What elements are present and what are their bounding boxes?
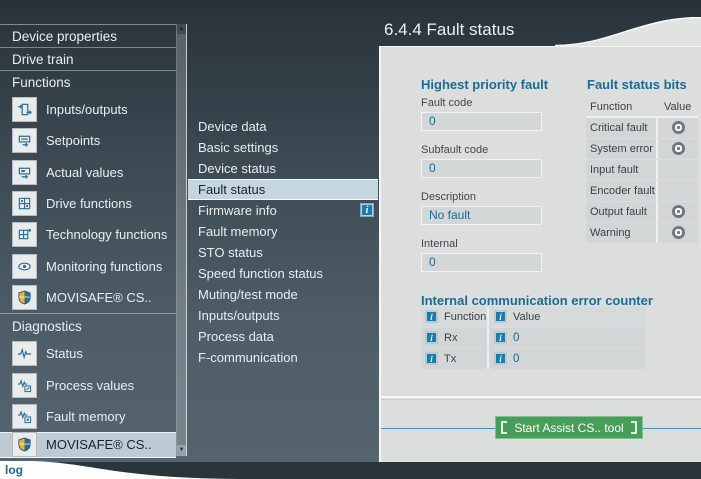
table-row: Output fault: [586, 202, 698, 222]
bottom-bar: [0, 462, 701, 479]
fault-status-bits-table: Function Value Critical fault System err…: [586, 97, 698, 244]
info-icon[interactable]: i: [494, 310, 507, 324]
tx-counter-value: 0: [513, 352, 520, 365]
sidebar-item-movisafe[interactable]: MOVISAFE® CS..: [0, 282, 176, 313]
info-icon[interactable]: i: [425, 310, 438, 324]
field-internal: Internal 0: [421, 238, 542, 272]
menu-item-device-status[interactable]: Device status: [198, 161, 277, 176]
table-row: Warning: [586, 223, 698, 243]
field-fault-code: Fault code 0: [421, 97, 542, 131]
subfault-code-value[interactable]: 0: [421, 159, 542, 178]
menu-item-f-communication[interactable]: F-communication: [198, 350, 298, 365]
rx-counter-value: 0: [513, 331, 520, 344]
sidebar-item-drive-train[interactable]: Drive train: [0, 48, 176, 71]
table-header: i Function i Value: [421, 307, 645, 327]
field-subfault-code: Subfault code 0: [421, 144, 542, 178]
section-title-highest-priority-fault: Highest priority fault: [421, 77, 549, 92]
sidebar-item-process-values[interactable]: Process values: [0, 369, 176, 400]
sidebar-section-functions: Functions: [12, 75, 71, 90]
panel-top-curve: [555, 17, 701, 47]
panel-separator: [381, 399, 701, 400]
scroll-down-icon[interactable]: ▼: [177, 445, 186, 456]
sidebar-item-setpoints[interactable]: Setpoints: [0, 125, 176, 156]
panel-separator: [381, 396, 701, 398]
section-title-fault-status-bits: Fault status bits: [587, 77, 687, 92]
menu-item-inputs-outputs[interactable]: Inputs/outputs: [198, 308, 280, 323]
sidebar: Device properties Drive train Functions …: [0, 24, 176, 458]
table-row: Encoder fault: [586, 181, 698, 201]
scrollbar-thumb[interactable]: [177, 34, 186, 445]
menu-item-firmware-info[interactable]: Firmware info i: [188, 200, 378, 221]
info-icon[interactable]: i: [494, 331, 507, 345]
menu-item-muting-test-mode[interactable]: Muting/test mode: [198, 287, 298, 302]
setpoints-icon: [12, 128, 37, 154]
pulse-icon: [12, 341, 37, 367]
sidebar-item-movisafe-diagnostics[interactable]: MOVISAFE® CS..: [0, 431, 176, 458]
info-icon[interactable]: i: [360, 203, 374, 217]
sidebar-item-device-properties[interactable]: Device properties: [0, 25, 176, 48]
actual-values-icon: [12, 159, 37, 185]
status-led-icon: [671, 226, 685, 240]
sidebar-section-diagnostics: Diagnostics: [0, 313, 176, 338]
sidebar-item-monitoring-functions[interactable]: Monitoring functions: [0, 250, 176, 281]
menu-item-fault-memory[interactable]: Fault memory: [198, 224, 278, 239]
page-title: 6.4.4 Fault status: [384, 20, 515, 39]
inputs-outputs-icon: [12, 97, 37, 123]
menu-item-speed-function-status[interactable]: Speed function status: [198, 266, 324, 281]
table-row: System error: [586, 139, 698, 159]
sidebar-scrollbar[interactable]: ▲ ▼: [176, 24, 187, 456]
pulse-box-icon: [12, 372, 37, 398]
status-led-icon: [671, 142, 685, 156]
internal-value[interactable]: 0: [421, 253, 542, 272]
sidebar-item-status[interactable]: Status: [0, 338, 176, 369]
log-link[interactable]: log: [5, 463, 23, 477]
menu-item-sto-status[interactable]: STO status: [198, 245, 263, 260]
content-panel: Highest priority fault Fault code 0 Subf…: [379, 46, 701, 462]
field-description: Description No fault: [421, 191, 542, 225]
technology-functions-icon: [12, 222, 37, 248]
info-icon[interactable]: i: [425, 352, 438, 366]
highest-priority-fault-fields: Fault code 0 Subfault code 0 Description…: [421, 97, 542, 285]
shield-icon: [12, 284, 37, 310]
pulse-memory-icon: [12, 403, 37, 429]
scroll-up-icon[interactable]: ▲: [178, 26, 185, 32]
eye-icon: [12, 253, 37, 279]
table-row: Input fault: [586, 160, 698, 180]
status-led-icon: [671, 121, 685, 135]
info-icon[interactable]: i: [425, 331, 438, 345]
sidebar-item-technology-functions[interactable]: Technology functions: [0, 219, 176, 250]
description-value[interactable]: No fault: [421, 206, 542, 225]
menu-item-process-data[interactable]: Process data: [198, 329, 274, 344]
submenu: Device data Basic settings Device status…: [188, 116, 378, 368]
sidebar-item-drive-functions[interactable]: Drive functions: [0, 188, 176, 219]
start-assist-tool-button[interactable]: Start Assist CS.. tool: [495, 416, 643, 439]
info-icon[interactable]: i: [494, 352, 507, 366]
sidebar-item-inputs-outputs[interactable]: Inputs/outputs: [0, 94, 176, 125]
section-title-comm-error-counter: Internal communication error counter: [421, 293, 653, 308]
sidebar-item-actual-values[interactable]: Actual values: [0, 157, 176, 188]
menu-item-device-data[interactable]: Device data: [198, 119, 267, 134]
bottom-left-curve: [0, 461, 250, 479]
menu-item-fault-status[interactable]: Fault status: [188, 179, 378, 200]
status-led-icon: [671, 205, 685, 219]
menu-item-basic-settings[interactable]: Basic settings: [198, 140, 279, 155]
shield-icon: [12, 432, 37, 458]
drive-functions-icon: [12, 191, 37, 217]
table-header: Function Value: [586, 97, 698, 118]
table-row: Critical fault: [586, 118, 698, 138]
fault-code-value[interactable]: 0: [421, 112, 542, 131]
sidebar-item-fault-memory[interactable]: Fault memory: [0, 401, 176, 432]
